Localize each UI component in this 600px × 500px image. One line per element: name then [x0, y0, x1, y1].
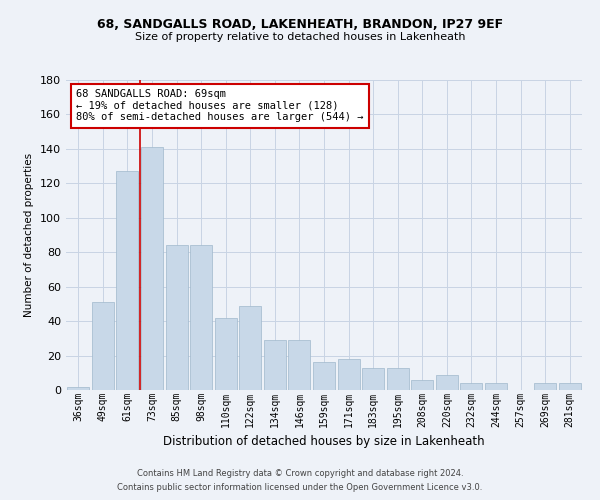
Bar [190, 246, 212, 390]
Bar [485, 383, 507, 390]
Bar [362, 368, 384, 390]
Bar [264, 340, 286, 390]
Y-axis label: Number of detached properties: Number of detached properties [25, 153, 34, 317]
Bar [436, 374, 458, 390]
Bar [338, 359, 359, 390]
Text: 68 SANDGALLS ROAD: 69sqm
← 19% of detached houses are smaller (128)
80% of semi-: 68 SANDGALLS ROAD: 69sqm ← 19% of detach… [76, 90, 364, 122]
Bar [215, 318, 237, 390]
Bar [534, 383, 556, 390]
Bar [411, 380, 433, 390]
Text: Size of property relative to detached houses in Lakenheath: Size of property relative to detached ho… [135, 32, 465, 42]
Bar [116, 172, 139, 390]
Bar [559, 383, 581, 390]
Bar [289, 340, 310, 390]
X-axis label: Distribution of detached houses by size in Lakenheath: Distribution of detached houses by size … [163, 435, 485, 448]
Bar [386, 368, 409, 390]
Text: Contains HM Land Registry data © Crown copyright and database right 2024.: Contains HM Land Registry data © Crown c… [137, 468, 463, 477]
Bar [239, 306, 262, 390]
Bar [92, 302, 114, 390]
Bar [460, 383, 482, 390]
Bar [141, 147, 163, 390]
Text: Contains public sector information licensed under the Open Government Licence v3: Contains public sector information licen… [118, 484, 482, 492]
Text: 68, SANDGALLS ROAD, LAKENHEATH, BRANDON, IP27 9EF: 68, SANDGALLS ROAD, LAKENHEATH, BRANDON,… [97, 18, 503, 30]
Bar [313, 362, 335, 390]
Bar [67, 386, 89, 390]
Bar [166, 246, 188, 390]
